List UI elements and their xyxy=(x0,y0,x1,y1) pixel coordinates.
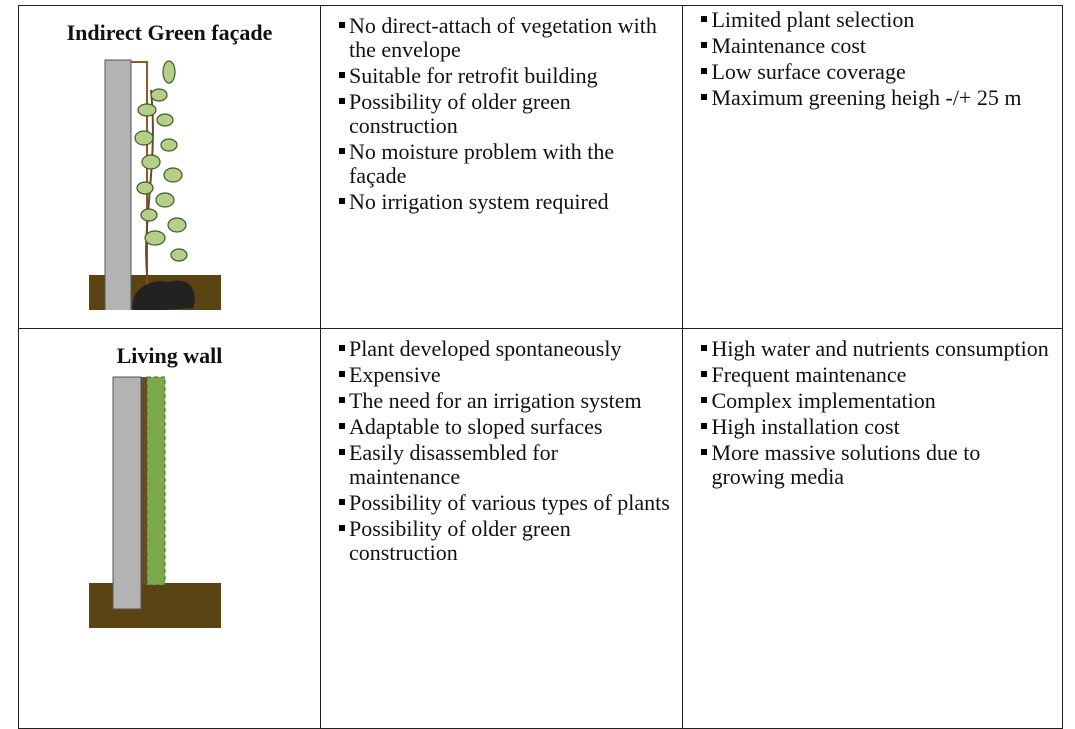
list-item: More massive solutions due to growing me… xyxy=(701,441,1052,489)
item-text: Low surface coverage xyxy=(711,59,905,84)
bullet xyxy=(339,198,345,204)
item-text: Maximum greening heigh -/+ 25 m xyxy=(711,85,1021,110)
item-text: No irrigation system required xyxy=(349,189,609,214)
type-cell: Indirect Green façade xyxy=(19,6,321,329)
list-item: Suitable for retrofit building xyxy=(339,64,673,88)
type-name: Indirect Green façade xyxy=(19,20,320,46)
list-item: No direct-attach of vegetation with the … xyxy=(339,14,673,62)
list-item: Plant developed spontaneously xyxy=(339,337,673,361)
type-name: Living wall xyxy=(19,343,320,369)
list-item: The need for an irrigation system xyxy=(339,389,673,413)
advantages-cell: No direct-attach of vegetation with the … xyxy=(320,6,683,329)
list-item: No irrigation system required xyxy=(339,190,673,214)
table-row: Indirect Green façade No direct-attach o… xyxy=(19,6,1063,329)
item-text: Possibility of older green construction xyxy=(349,516,571,565)
bullet xyxy=(701,42,707,48)
comparison-table: Indirect Green façade No direct-attach o… xyxy=(18,5,1063,729)
bullet xyxy=(339,499,345,505)
list-item: High installation cost xyxy=(701,415,1052,439)
bullet xyxy=(701,449,707,455)
item-text: Plant developed spontaneously xyxy=(349,336,622,361)
bullet xyxy=(701,94,707,100)
item-text: Possibility of various types of plants xyxy=(349,490,670,515)
list-item: Easily disassembled for maintenance xyxy=(339,441,673,489)
bullet xyxy=(339,98,345,104)
bullet xyxy=(701,345,707,351)
item-text: Maintenance cost xyxy=(711,33,866,58)
list-item: Complex implementation xyxy=(701,389,1052,413)
list-item: Possibility of older green construction xyxy=(339,90,673,138)
advantages-list: No direct-attach of vegetation with the … xyxy=(321,6,683,224)
bullet xyxy=(339,345,345,351)
bullet xyxy=(339,148,345,154)
item-text: Frequent maintenance xyxy=(711,362,906,387)
item-text: Adaptable to sloped surfaces xyxy=(349,414,603,439)
table-row: Living wall Plant developed spontaneousl… xyxy=(19,329,1063,729)
bullet xyxy=(701,423,707,429)
list-item: Expensive xyxy=(339,363,673,387)
bullet xyxy=(339,449,345,455)
bullet xyxy=(701,397,707,403)
item-text: High water and nutrients consumption xyxy=(711,336,1048,361)
list-item: No moisture problem with the façade xyxy=(339,140,673,188)
item-text: Complex implementation xyxy=(711,388,935,413)
type-cell: Living wall xyxy=(19,329,321,729)
list-item: Possibility of various types of plants xyxy=(339,491,673,515)
list-item: Maintenance cost xyxy=(701,34,1052,58)
living-wall-illustration xyxy=(89,373,249,633)
bullet xyxy=(339,22,345,28)
list-item: Limited plant selection xyxy=(701,8,1052,32)
list-item: Frequent maintenance xyxy=(701,363,1052,387)
list-item: Low surface coverage xyxy=(701,60,1052,84)
item-text: Expensive xyxy=(349,362,441,387)
bullet xyxy=(339,423,345,429)
item-text: The need for an irrigation system xyxy=(349,388,642,413)
bullet xyxy=(339,525,345,531)
bullet xyxy=(701,371,707,377)
item-text: No moisture problem with the façade xyxy=(349,139,614,188)
bullet xyxy=(339,72,345,78)
page: Indirect Green façade No direct-attach o… xyxy=(0,0,1075,704)
list-item: High water and nutrients consumption xyxy=(701,337,1052,361)
bullet xyxy=(701,68,707,74)
list-item: Maximum greening heigh -/+ 25 m xyxy=(701,86,1052,110)
bullet xyxy=(701,16,707,22)
item-text: Limited plant selection xyxy=(711,7,914,32)
list-item: Possibility of older green construction xyxy=(339,517,673,565)
indirect-facade-illustration xyxy=(89,50,249,310)
item-text: No direct-attach of vegetation with the … xyxy=(349,13,657,62)
item-text: Suitable for retrofit building xyxy=(349,63,598,88)
item-text: Possibility of older green construction xyxy=(349,89,571,138)
item-text: More massive solutions due to growing me… xyxy=(711,440,980,489)
item-text: Easily disassembled for maintenance xyxy=(349,440,558,489)
list-item: Adaptable to sloped surfaces xyxy=(339,415,673,439)
bullet xyxy=(339,397,345,403)
item-text: High installation cost xyxy=(711,414,899,439)
bullet xyxy=(339,371,345,377)
